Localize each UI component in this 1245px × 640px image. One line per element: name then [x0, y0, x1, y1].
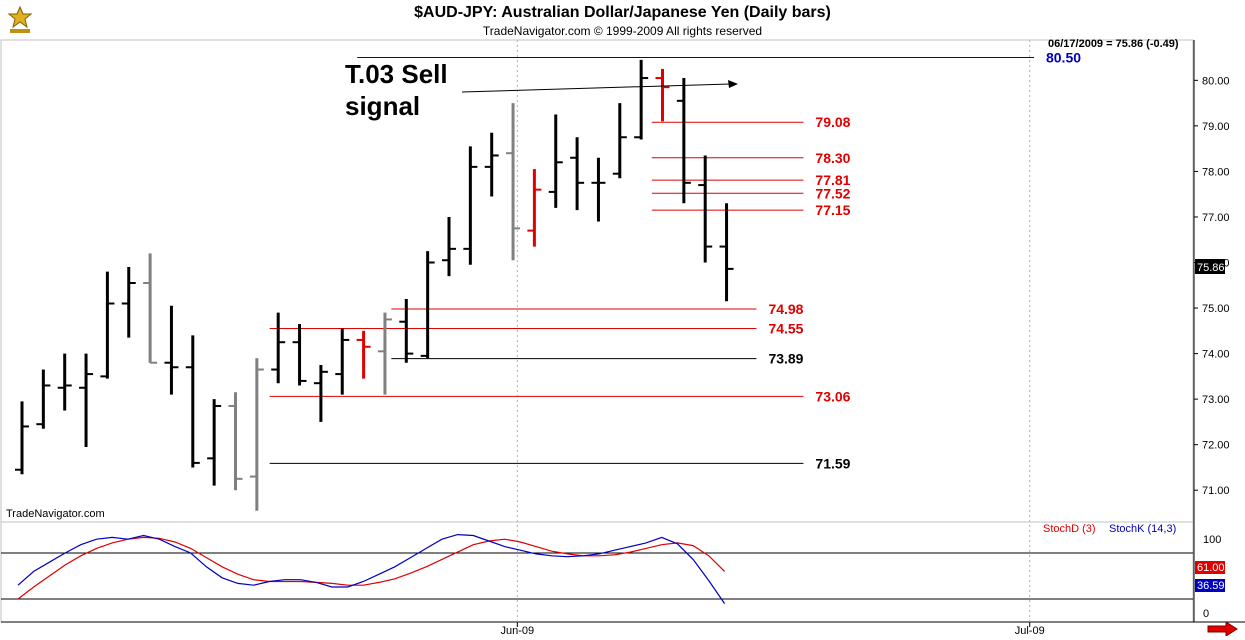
vertical-gridlines	[516, 40, 1031, 622]
y-tick-label-2: 73.00	[1202, 394, 1230, 406]
ohlc-bar-24	[527, 169, 542, 247]
watermark: TradeNavigator.com	[6, 508, 105, 520]
ohlc-bar-16	[356, 330, 371, 379]
sell-signal-annotation: T.03 Sell signal	[345, 58, 448, 122]
ohlc-bar-14	[313, 364, 328, 422]
stoch-k-value-marker	[1195, 579, 1225, 592]
x-tick-label-0: Jun-09	[500, 625, 534, 637]
y-tick-label-3: 74.00	[1202, 349, 1230, 361]
ohlc-bar-9	[207, 399, 222, 486]
level-label-74.55: 74.55	[768, 321, 803, 337]
last-price-marker	[1195, 259, 1225, 274]
annotation-line-2: signal	[345, 91, 421, 121]
stoch-d-value-marker	[1195, 561, 1225, 574]
level-label-78.30: 78.30	[815, 150, 850, 166]
ohlc-bar-8	[185, 335, 200, 468]
stoch-d-value: 61.00	[1197, 562, 1225, 574]
ohlc-bar-3	[79, 353, 94, 447]
trade-navigator-logo	[7, 5, 33, 33]
time-axis: Jun-09 Jul-09	[500, 622, 1045, 637]
stoch-d-line	[17, 536, 726, 600]
y-tick-label-0: 71.00	[1202, 485, 1230, 497]
date-readout: 06/17/2009 = 75.86 (-0.49)	[1048, 38, 1179, 50]
y-tick-label-1: 72.00	[1202, 440, 1230, 452]
level-label-77.81: 77.81	[815, 172, 850, 188]
ohlc-bar-1	[36, 369, 51, 429]
y-tick-label-8: 79.00	[1202, 121, 1230, 133]
y-tick-label-9: 80.00	[1202, 75, 1230, 87]
annotation-arrow-line	[461, 83, 731, 93]
level-label-77.52: 77.52	[815, 185, 850, 201]
ohlc-bar-17	[377, 312, 392, 395]
stoch-tick-100: 100	[1203, 534, 1221, 546]
ohlc-bar-11	[249, 358, 264, 511]
ohlc-bar-25	[548, 114, 563, 208]
annotation-arrow-head	[728, 80, 738, 88]
ohlc-bars	[15, 59, 734, 511]
stoch-k-line	[17, 533, 726, 604]
ohlc-bar-21	[463, 146, 478, 265]
last-price-text: 75.86	[1197, 262, 1225, 274]
ohlc-bar-4	[100, 271, 115, 379]
y-tick-label-7: 78.00	[1202, 166, 1230, 178]
y-tick-label-6: 77.00	[1202, 212, 1230, 224]
stoch-d-label: StochD (3)	[1043, 523, 1096, 535]
ohlc-bar-28	[612, 103, 627, 179]
ohlc-bar-12	[271, 312, 286, 384]
ohlc-bar-13	[292, 323, 307, 386]
ohlc-bar-32	[698, 155, 713, 263]
stoch-tick-0: 0	[1203, 608, 1209, 620]
ohlc-bar-33	[719, 203, 734, 302]
ohlc-bar-7	[164, 305, 179, 395]
ohlc-bar-23	[506, 103, 521, 261]
y-tick-label-4: 75.00	[1202, 303, 1230, 315]
level-label-79.08: 79.08	[815, 114, 850, 130]
ohlc-bar-30	[655, 68, 670, 122]
ohlc-bar-2	[57, 353, 72, 411]
ohlc-bar-22	[484, 132, 499, 197]
stoch-pane-frame	[0, 521, 1194, 623]
stoch-k-label: StochK (14,3)	[1109, 523, 1177, 535]
ohlc-bar-29	[634, 59, 649, 140]
stoch-k-value: 36.59	[1197, 580, 1225, 592]
price-pane-frame	[0, 39, 1194, 523]
level-label-73.06: 73.06	[815, 388, 850, 404]
ohlc-bar-19	[420, 251, 435, 359]
x-tick-label-1: Jul-09	[1015, 625, 1045, 637]
level-label-73.89: 73.89	[768, 351, 803, 367]
price-axis: 71.0072.0073.0074.0075.0076.0077.0078.00…	[1194, 75, 1230, 497]
annotation-line-1: T.03 Sell	[345, 59, 448, 89]
stochastic-oscillator	[17, 533, 726, 604]
ohlc-bar-0	[15, 401, 29, 475]
ohlc-bar-15	[335, 328, 350, 395]
level-label-80.50: 80.50	[1046, 50, 1081, 66]
ohlc-bar-10	[228, 392, 243, 491]
ohlc-bar-20	[442, 216, 456, 277]
level-label-71.59: 71.59	[815, 455, 850, 471]
level-label-74.98: 74.98	[768, 301, 803, 317]
chart-title: $AUD-JPY: Australian Dollar/Japanese Yen…	[414, 4, 831, 21]
ohlc-bar-18	[399, 298, 414, 363]
ohlc-bar-26	[570, 137, 585, 211]
ohlc-bar-5	[121, 267, 136, 338]
scroll-right-arrow-icon[interactable]	[1206, 622, 1238, 636]
chart-subtitle: TradeNavigator.com © 1999-2009 All right…	[482, 24, 763, 38]
ohlc-bar-31	[676, 78, 691, 204]
ohlc-bar-27	[591, 157, 606, 222]
chart-header	[0, 0, 1245, 40]
level-label-77.15: 77.15	[815, 202, 850, 218]
ohlc-bar-6	[143, 253, 158, 364]
